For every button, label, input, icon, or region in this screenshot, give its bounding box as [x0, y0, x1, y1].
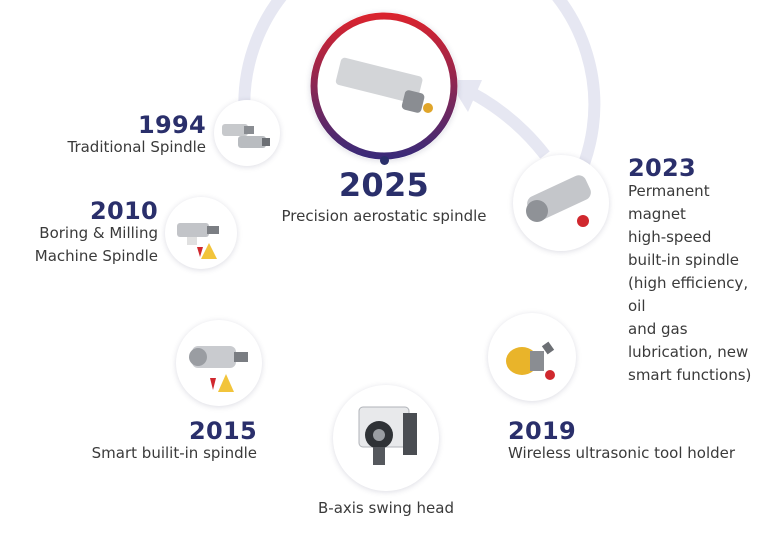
node-2025-dot	[380, 156, 389, 165]
boring-milling-spindle-image	[177, 223, 219, 259]
year-2015: 2015	[189, 417, 257, 445]
node-2025	[310, 12, 458, 160]
node-2023	[513, 155, 609, 251]
permanent-magnet-spindle-image	[526, 175, 591, 227]
smart-built-in-spindle-image	[189, 346, 248, 392]
desc-2015: Smart builit-in spindle	[91, 444, 257, 462]
wireless-ultrasonic-tool-holder-image	[506, 341, 555, 380]
node-1994	[214, 100, 280, 166]
desc-2019: Wireless ultrasonic tool holder	[508, 444, 736, 462]
node-b-axis	[333, 385, 439, 491]
desc-1994: Traditional Spindle	[67, 138, 206, 156]
year-1994: 1994	[138, 111, 206, 139]
traditional-spindle-image	[222, 124, 270, 148]
node-2015	[176, 320, 262, 406]
desc-2023: Permanent magnet high-speed built-in spi…	[628, 182, 752, 384]
year-2025: 2025	[338, 166, 430, 204]
year-2023: 2023	[628, 154, 696, 182]
precision-aerostatic-spindle-image	[310, 12, 458, 160]
year-2019: 2019	[508, 417, 576, 445]
year-2010: 2010	[90, 197, 158, 225]
node-2019	[488, 313, 576, 401]
desc-b-axis: B-axis swing head	[317, 499, 455, 517]
node-2010	[165, 197, 237, 269]
b-axis-swing-head-image	[358, 406, 417, 465]
desc-2010: Boring & Milling Machine Spindle	[34, 224, 158, 265]
desc-2025: Precision aerostatic spindle	[281, 207, 487, 225]
